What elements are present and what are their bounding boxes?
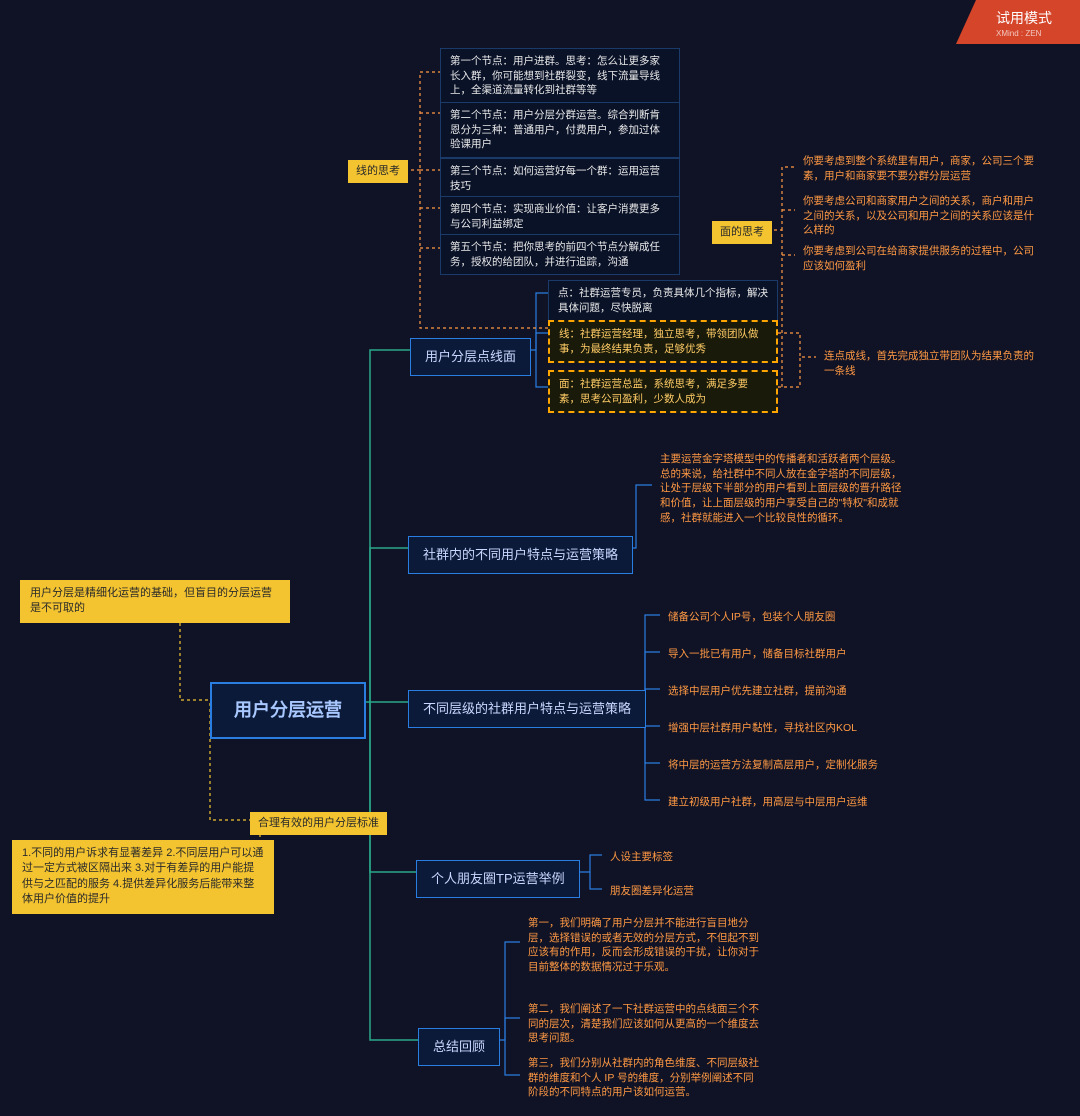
b3-5: 建立初级用户社群，用高层与中层用户运维 [660,791,876,814]
b5-1: 第二，我们阐述了一下社群运营中的点线面三个不同的层次，清楚我们应该如何从更高的一… [520,998,770,1050]
ln3: 第四个节点：实现商业价值：让客户消费更多与公司利益绑定 [440,196,680,237]
b1-chain: 连点成线，首先完成独立带团队为结果负责的一条线 [816,345,1046,382]
b4-title: 个人朋友圈TP运营举例 [416,860,580,898]
ln0: 第一个节点：用户进群。思考：怎么让更多家长入群，你可能想到社群裂变，线下流量导线… [440,48,680,104]
b1-face: 面：社群运营总监，系统思考，满足多要素，思考公司盈利，少数人成为 [548,370,778,413]
b4-1: 朋友圈差异化运营 [602,880,702,903]
b2-desc: 主要运营金字塔模型中的传播者和活跃者两个层级。总的来说，给社群中不同人放在金字塔… [652,448,912,529]
fn2: 你要考虑到公司在给商家提供服务的过程中，公司应该如何盈利 [795,240,1045,277]
trial-badge: 试用模式 XMind : ZEN [956,0,1080,44]
ln2: 第三个节点：如何运营好每一个群：运用运营技巧 [440,158,680,199]
b3-4: 将中层的运营方法复制高层用户，定制化服务 [660,754,886,777]
fn1: 你要考虑公司和商家用户之间的关系，商户和用户之间的关系，以及公司和用户之间的关系… [795,190,1045,242]
b1-point: 点：社群运营专员，负责具体几个指标，解决具体问题，尽快脱离 [548,280,778,321]
trial-sub: XMind : ZEN [996,29,1052,38]
face-think: 面的思考 [712,221,772,244]
b3-title: 不同层级的社群用户特点与运营策略 [408,690,646,728]
trial-label: 试用模式 [996,10,1052,26]
ln1: 第二个节点：用户分层分群运营。综合判断肯恩分为三种：普通用户，付费用户，参加过体… [440,102,680,158]
b3-1: 导入一批已有用户，储备目标社群用户 [660,643,855,666]
fn0: 你要考虑到整个系统里有用户，商家，公司三个要素，用户和商家要不要分群分层运营 [795,150,1045,187]
b3-0: 储备公司个人IP号，包装个人朋友圈 [660,606,843,629]
b1-line: 线：社群运营经理，独立思考，带领团队做事，为最终结果负责，足够优秀 [548,320,778,363]
b3-2: 选择中层用户优先建立社群，提前沟通 [660,680,855,703]
b3-3: 增强中层社群用户黏性，寻找社区内KOL [660,717,865,740]
b2-title: 社群内的不同用户特点与运营策略 [408,536,633,574]
yellow-top: 用户分层是精细化运营的基础，但盲目的分层运营是不可取的 [20,580,290,623]
b1-title: 用户分层点线面 [410,338,531,376]
yellow-bottom: 1.不同的用户诉求有显著差异 2.不同层用户可以通过一定方式被区隔出来 3.对于… [12,840,274,914]
yellow-mid: 合理有效的用户分层标准 [250,812,387,835]
b4-0: 人设主要标签 [602,846,681,869]
line-think: 线的思考 [348,160,408,183]
b5-0: 第一，我们明确了用户分层并不能进行盲目地分层，选择错误的或者无效的分层方式，不但… [520,912,770,979]
ln4: 第五个节点：把你思考的前四个节点分解成任务，授权的给团队，并进行追踪，沟通 [440,234,680,275]
root-node: 用户分层运营 [210,682,366,739]
b5-title: 总结回顾 [418,1028,500,1066]
b5-2: 第三，我们分别从社群内的角色维度、不同层级社群的维度和个人 IP 号的维度，分别… [520,1052,770,1104]
